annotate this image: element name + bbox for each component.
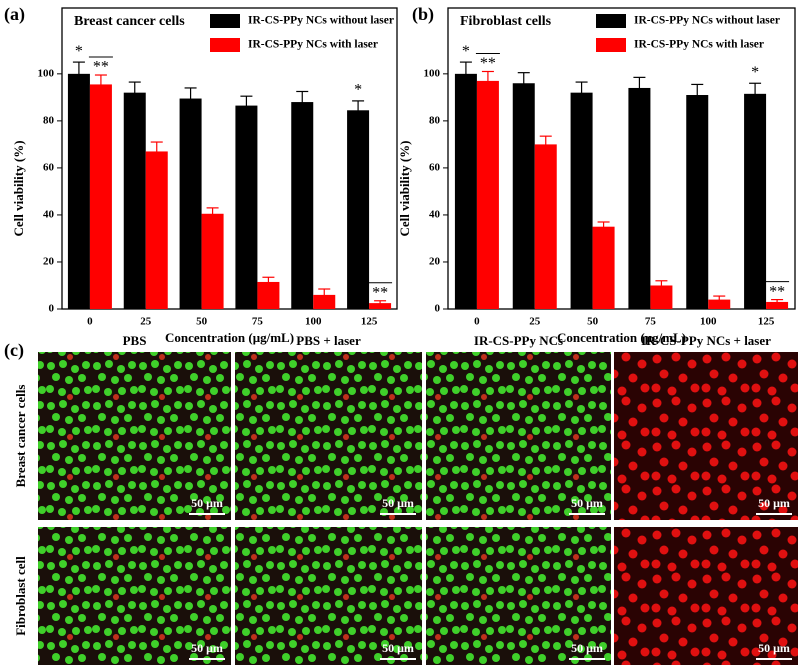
x-tick-label: 75	[252, 316, 264, 328]
legend-label: IR-CS-PPy NCs with laser	[248, 39, 378, 51]
x-tick-label: 0	[474, 316, 480, 328]
micrograph	[38, 527, 231, 665]
legend-swatch	[210, 38, 240, 52]
bar	[650, 285, 673, 309]
bar	[235, 105, 258, 309]
chart-title: Breast cancer cells	[74, 14, 185, 29]
y-tick-label: 0	[49, 303, 55, 315]
x-tick-label: 125	[361, 316, 378, 328]
column-title: PBS + laser	[296, 333, 361, 348]
y-tick-label: 100	[38, 67, 55, 79]
x-tick-label: 0	[87, 316, 93, 328]
bar	[89, 84, 112, 309]
scale-bar-label: 50 μm	[382, 641, 414, 655]
bar	[369, 303, 392, 309]
bar	[534, 144, 557, 309]
micrograph	[235, 352, 422, 520]
scale-bar-label: 50 μm	[758, 496, 790, 510]
y-tick-label: 0	[435, 303, 441, 315]
column-title: PBS	[123, 333, 147, 348]
bar	[744, 93, 767, 309]
y-tick-label: 40	[43, 208, 55, 220]
annotation: **	[769, 283, 785, 300]
annotation: **	[93, 59, 109, 76]
annotation: *	[75, 43, 83, 60]
scale-bar-label: 50 μm	[191, 641, 223, 655]
x-tick-label: 100	[305, 316, 322, 328]
legend-swatch	[210, 14, 240, 28]
annotation: *	[462, 43, 470, 60]
x-tick-label: 50	[196, 316, 208, 328]
x-tick-label: 75	[645, 316, 657, 328]
annotation: **	[372, 284, 388, 301]
panel-label: (a)	[4, 4, 25, 25]
chart-title: Fibroblast cells	[460, 14, 552, 29]
bar	[201, 213, 224, 309]
bar	[592, 226, 615, 309]
y-tick-label: 60	[43, 161, 55, 173]
scale-bar-label: 50 μm	[758, 641, 790, 655]
plot-frame	[447, 7, 796, 310]
y-tick-label: 80	[43, 114, 55, 126]
legend-label: IR-CS-PPy NCs with laser	[634, 39, 764, 51]
micrograph	[38, 352, 231, 520]
legend-label: IR-CS-PPy NCs without laser	[634, 15, 780, 27]
micrograph	[426, 527, 611, 665]
micrograph	[426, 352, 611, 520]
bar	[686, 95, 709, 309]
annotation: *	[354, 82, 362, 99]
bar	[454, 73, 477, 309]
bar	[257, 281, 280, 309]
x-axis-label: Concentration (μg/mL)	[557, 330, 686, 345]
bar	[67, 73, 90, 309]
y-tick-label: 40	[429, 208, 441, 220]
x-tick-label: 100	[700, 316, 717, 328]
annotation: *	[751, 64, 759, 81]
bar	[123, 92, 146, 309]
y-tick-label: 80	[429, 114, 441, 126]
bar	[512, 83, 535, 309]
column-title: IR-CS-PPy NCs + laser	[641, 333, 771, 348]
x-tick-label: 25	[529, 316, 541, 328]
y-tick-label: 20	[429, 256, 441, 268]
scale-bar-label: 50 μm	[191, 496, 223, 510]
bar	[291, 102, 314, 309]
x-tick-label: 50	[587, 316, 599, 328]
y-tick-label: 100	[424, 67, 441, 79]
panel-label: (c)	[4, 340, 24, 361]
micrograph	[614, 352, 798, 520]
bar	[570, 92, 593, 309]
bar	[145, 151, 168, 309]
scale-bar-label: 50 μm	[382, 496, 414, 510]
panel-label: (b)	[412, 4, 434, 25]
bar	[766, 301, 789, 309]
micrograph	[614, 527, 798, 665]
y-axis-label: Cell viability (%)	[397, 140, 412, 236]
legend-label: IR-CS-PPy NCs without laser	[248, 15, 394, 27]
x-tick-label: 25	[140, 316, 152, 328]
micrograph	[235, 527, 422, 665]
legend-swatch	[596, 14, 626, 28]
column-title: IR-CS-PPy NCs	[474, 333, 563, 348]
row-title: Breast cancer cells	[13, 385, 28, 488]
row-title: Fibroblast cell	[13, 556, 28, 636]
legend-swatch	[596, 38, 626, 52]
x-axis-label: Concentration (μg/mL)	[165, 330, 294, 345]
scale-bar-label: 50 μm	[571, 641, 603, 655]
bar	[476, 80, 499, 309]
bar	[313, 294, 336, 309]
annotation: **	[480, 55, 496, 72]
y-axis-label: Cell viability (%)	[11, 140, 26, 236]
y-tick-label: 60	[429, 161, 441, 173]
y-tick-label: 20	[43, 256, 55, 268]
scale-bar-label: 50 μm	[571, 496, 603, 510]
bar	[179, 98, 202, 309]
bar	[708, 299, 731, 309]
bar	[628, 87, 651, 309]
bar	[347, 110, 370, 309]
x-tick-label: 125	[758, 316, 775, 328]
plot-frame	[61, 7, 398, 310]
